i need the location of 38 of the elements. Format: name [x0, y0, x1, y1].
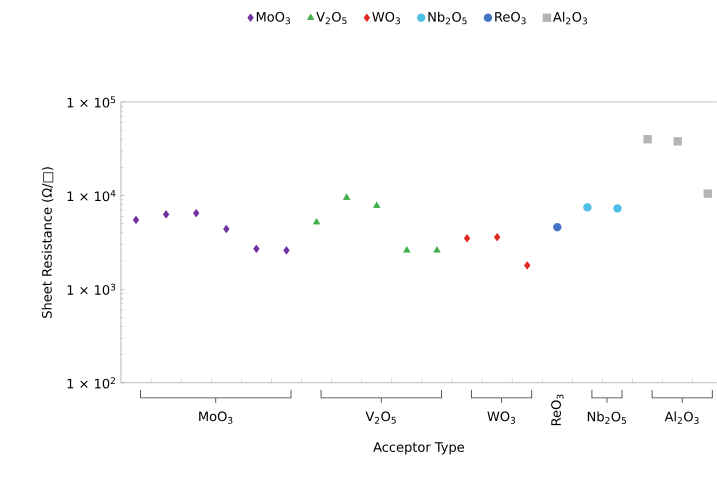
point	[253, 244, 260, 254]
y-tick-label: 1 × 10$^{4}$	[68, 190, 116, 202]
point	[704, 189, 712, 198]
point	[132, 216, 140, 224]
y-tick-label: 1 × 10$^{2}$	[68, 377, 116, 389]
point	[583, 203, 592, 212]
text: Al$_{2}$O$_{3}$	[664, 411, 699, 424]
point	[464, 234, 470, 243]
legend-label: ReO$_{3}$	[495, 12, 526, 24]
text: MoO$_{3}$	[199, 411, 232, 424]
text: ReO$_{3}$	[551, 394, 564, 426]
point	[162, 210, 170, 219]
point	[343, 194, 350, 200]
point	[643, 135, 652, 144]
point	[553, 223, 562, 232]
point	[403, 246, 411, 253]
legend-label: WO$_{3}$	[372, 12, 400, 24]
y-tick-label: 1 × 10$^{5}$	[68, 96, 116, 108]
legend-label: MoO$_{3}$	[256, 12, 290, 24]
text: V$_{2}$O$_{5}$	[366, 411, 396, 424]
point	[433, 246, 441, 253]
legend-label: Nb$_{2}$O$_{5}$	[428, 12, 467, 24]
text: Nb$_{2}$O$_{5}$	[588, 411, 626, 424]
point	[193, 208, 200, 218]
point	[312, 218, 320, 224]
point	[494, 233, 500, 242]
text: WO$_{3}$	[487, 411, 516, 424]
legend-label: V$_{2}$O$_{5}$	[316, 12, 347, 24]
legend-label: Al$_{2}$O$_{3}$	[553, 12, 587, 24]
point	[613, 204, 622, 213]
point	[524, 261, 530, 270]
point	[283, 246, 290, 255]
x-axis-title: Acceptor Type	[373, 442, 464, 454]
point	[673, 137, 682, 146]
point	[223, 224, 230, 234]
y-axis-title: Sheet Resistance (Ω/□)	[42, 167, 54, 318]
y-tick-label: 1 × 10$^{3}$	[68, 284, 116, 295]
point	[373, 202, 380, 208]
